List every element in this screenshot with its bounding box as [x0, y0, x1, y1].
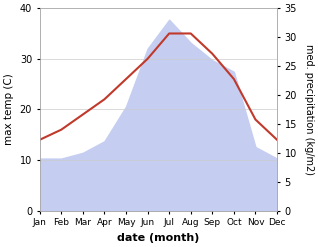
Y-axis label: med. precipitation (kg/m2): med. precipitation (kg/m2): [304, 44, 314, 175]
X-axis label: date (month): date (month): [117, 233, 200, 243]
Y-axis label: max temp (C): max temp (C): [4, 74, 14, 145]
